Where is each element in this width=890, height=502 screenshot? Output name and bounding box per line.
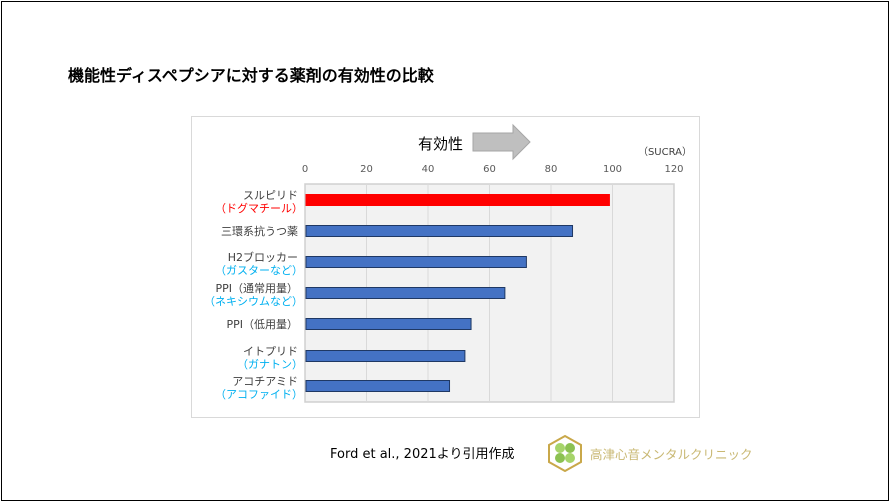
x-tick-label: 80	[545, 164, 558, 175]
category-sublabel: （ネキシウムなど）	[204, 295, 303, 308]
category-label: アコチアミド	[232, 375, 298, 388]
x-tick-label: 120	[664, 164, 683, 175]
x-tick-label: 0	[302, 164, 308, 175]
category-sublabel: （ガナトン）	[237, 358, 303, 371]
bar	[305, 225, 574, 237]
category-label: 三環系抗うつ薬	[221, 224, 298, 238]
category-sublabel: （アコファイド）	[215, 388, 303, 401]
category-label: PPI（低用量）	[226, 318, 298, 331]
slide-title: 機能性ディスペプシアに対する薬剤の有効性の比較	[68, 66, 434, 85]
arrow-icon	[472, 123, 531, 161]
x-tick-label: 40	[422, 164, 435, 175]
bar	[305, 350, 466, 362]
bar	[305, 287, 506, 299]
arrow-label: 有効性	[418, 135, 463, 153]
chart-container: 0 20 40 60 80 100 120 （SUCRA） 有効性スルピリド （ドグマチール） 三環…	[191, 116, 700, 418]
unit-label: （SUCRA）	[638, 146, 692, 158]
x-tick-label: 100	[603, 164, 622, 175]
x-tick-label: 60	[483, 164, 496, 175]
category-sublabel: （ガスターなど）	[215, 264, 303, 277]
x-tick-label: 20	[360, 164, 373, 175]
clinic-name: 高津心音メンタルクリニック	[590, 447, 753, 462]
bar	[305, 318, 472, 330]
citation: Ford et al., 2021より引用作成	[330, 447, 515, 462]
category-label: H2ブロッカー	[228, 250, 298, 264]
bar	[305, 380, 451, 392]
clinic-logo-icon	[548, 434, 582, 472]
bar	[305, 256, 527, 268]
category-label: イトプリド	[243, 345, 298, 358]
category-sublabel: （ドグマチール）	[215, 201, 303, 215]
category-label: スルピリド	[243, 189, 298, 202]
category-label: PPI（通常用量）	[215, 282, 298, 295]
bar	[305, 194, 610, 206]
